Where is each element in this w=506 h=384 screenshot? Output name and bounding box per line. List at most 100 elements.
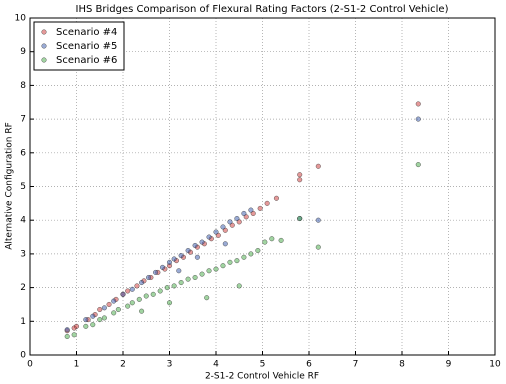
point (278, 237, 284, 243)
x-tick-label: 5 (260, 360, 266, 370)
point (269, 236, 275, 242)
point (71, 332, 77, 338)
point (234, 216, 240, 222)
point (297, 216, 303, 222)
point (90, 322, 96, 328)
point (192, 274, 198, 280)
legend-label: Scenario #6 (56, 55, 117, 66)
x-tick-label: 8 (399, 360, 405, 370)
point (415, 162, 421, 168)
point (139, 308, 145, 314)
point (83, 317, 89, 323)
point (192, 242, 198, 248)
point (64, 333, 70, 339)
point (111, 298, 117, 304)
legend: Scenario #4 Scenario #5 Scenario #6 (33, 21, 125, 71)
point (415, 101, 421, 107)
point (297, 172, 303, 178)
point (206, 234, 212, 240)
point (241, 254, 247, 260)
point (199, 271, 205, 277)
y-tick-label: 6 (20, 148, 26, 158)
y-tick-label: 1 (20, 317, 26, 327)
point (176, 268, 182, 274)
point (136, 296, 142, 302)
point (227, 219, 233, 225)
point (199, 239, 205, 245)
point (415, 116, 421, 122)
point (229, 222, 235, 228)
x-tick-label: 7 (353, 360, 359, 370)
legend-label: Scenario #5 (56, 41, 117, 52)
y-tick-label: 8 (20, 81, 26, 91)
point (234, 258, 240, 264)
point (157, 288, 163, 294)
point (315, 244, 321, 250)
point (248, 251, 254, 257)
y-tick-label: 2 (20, 283, 26, 293)
point (185, 248, 191, 254)
x-tick-label: 2 (120, 360, 126, 370)
point (178, 253, 184, 259)
point (160, 264, 166, 270)
point (262, 239, 268, 245)
legend-marker (41, 57, 47, 63)
point (315, 163, 321, 169)
point (164, 285, 170, 291)
point (97, 307, 103, 313)
point (220, 263, 226, 269)
point (227, 259, 233, 265)
point (150, 291, 156, 297)
point (222, 241, 228, 247)
point (120, 291, 126, 297)
point (250, 210, 256, 216)
point (129, 286, 135, 292)
y-tick-label: 0 (20, 351, 26, 361)
point (143, 293, 149, 299)
point (101, 305, 107, 311)
point (185, 276, 191, 282)
y-tick-label: 4 (20, 216, 26, 226)
point (171, 256, 177, 262)
point (125, 288, 131, 294)
x-tick-label: 0 (27, 360, 33, 370)
chart-title: IHS Bridges Comparison of Flexural Ratin… (76, 4, 449, 15)
y-tick-label: 7 (20, 115, 26, 125)
legend-marker (41, 43, 47, 49)
point (146, 274, 152, 280)
point (315, 217, 321, 223)
x-tick-label: 9 (446, 360, 452, 370)
point (166, 259, 172, 265)
point (257, 205, 263, 211)
point (297, 177, 303, 183)
point (178, 280, 184, 286)
legend-box (33, 21, 125, 71)
point (236, 219, 242, 225)
y-tick-label: 5 (20, 182, 26, 192)
point (273, 195, 279, 201)
legend-marker (41, 29, 47, 35)
point (204, 295, 210, 301)
point (125, 303, 131, 309)
point (194, 254, 200, 260)
point (97, 317, 103, 323)
x-tick-label: 1 (74, 360, 80, 370)
point (111, 310, 117, 316)
point (106, 301, 112, 307)
point (83, 323, 89, 329)
point (153, 269, 159, 275)
point (101, 315, 107, 321)
point (213, 266, 219, 272)
x-tick-label: 10 (489, 360, 501, 370)
legend-label: Scenario #4 (56, 27, 117, 38)
point (220, 224, 226, 230)
x-tick-label: 3 (167, 360, 173, 370)
point (64, 327, 70, 333)
x-tick-label: 4 (213, 360, 219, 370)
point (206, 268, 212, 274)
y-tick-label: 3 (20, 249, 26, 259)
point (264, 200, 270, 206)
plot-frame (29, 17, 496, 356)
point (166, 300, 172, 306)
